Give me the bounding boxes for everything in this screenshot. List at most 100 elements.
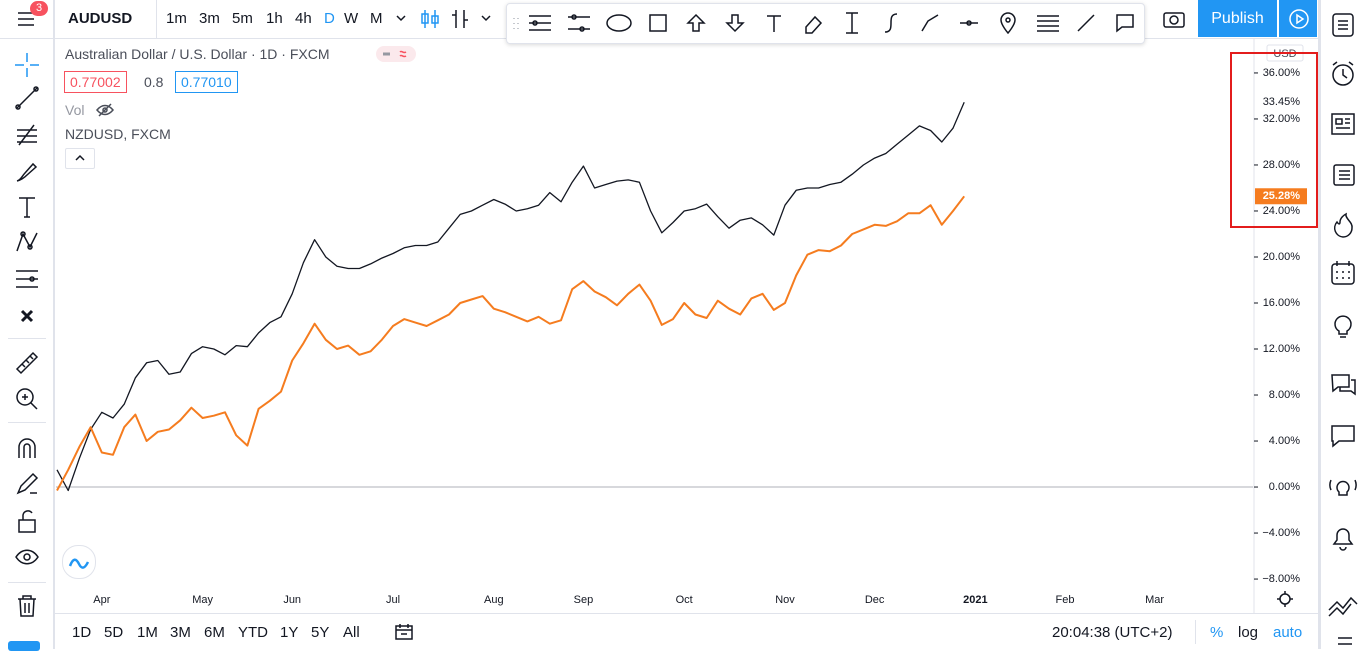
tool-icon[interactable] xyxy=(1035,12,1061,34)
x-tick-label: May xyxy=(192,594,213,606)
x-tick-label: Aug xyxy=(484,594,504,606)
list-icon[interactable] xyxy=(1329,160,1357,188)
play-button[interactable] xyxy=(1279,0,1317,37)
tool-icon[interactable] xyxy=(527,12,553,34)
range-button[interactable]: 1D xyxy=(72,624,92,641)
interval[interactable]: 1h xyxy=(266,10,283,27)
tool-icon[interactable] xyxy=(880,10,902,36)
divider xyxy=(8,422,46,423)
tool-icon[interactable] xyxy=(647,12,669,34)
drawing-toolbar xyxy=(506,3,1145,44)
tool-icon[interactable] xyxy=(763,12,785,34)
more-icon[interactable] xyxy=(1335,635,1355,649)
camera-icon[interactable] xyxy=(1162,8,1186,30)
y-tick-label: 32.00% xyxy=(1263,113,1301,125)
tool-icon[interactable] xyxy=(841,10,863,36)
tool-icon[interactable] xyxy=(1075,12,1097,34)
tool-icon[interactable] xyxy=(724,12,746,34)
interval[interactable]: 4h xyxy=(295,10,312,27)
tool-icon[interactable] xyxy=(919,12,941,34)
auto-toggle[interactable]: auto xyxy=(1273,624,1303,641)
hide-button[interactable] xyxy=(8,641,40,651)
clock[interactable]: 20:04:38 (UTC+2) xyxy=(1052,624,1173,641)
range-button[interactable]: YTD xyxy=(238,624,268,641)
drag-handle[interactable] xyxy=(513,16,519,32)
alert-icon[interactable] xyxy=(1329,60,1357,88)
range-button[interactable]: All xyxy=(343,624,360,641)
percent-toggle[interactable]: % xyxy=(1210,624,1224,641)
brush-icon[interactable] xyxy=(14,159,40,185)
range-button[interactable]: 1Y xyxy=(280,624,299,641)
chat-icon[interactable] xyxy=(1329,422,1357,450)
tool-icon[interactable] xyxy=(605,12,633,34)
log-toggle[interactable]: log xyxy=(1238,624,1259,641)
y-tick-label: −8.00% xyxy=(1262,573,1300,585)
tool-icon[interactable] xyxy=(997,10,1019,36)
trendline-icon[interactable] xyxy=(14,85,40,111)
highlight-box xyxy=(1230,52,1318,228)
dropdown-icon[interactable] xyxy=(480,12,492,24)
hotlist-icon[interactable] xyxy=(1329,212,1357,240)
pattern-icon[interactable] xyxy=(14,229,40,255)
interval[interactable]: M xyxy=(370,10,383,27)
compare-label: NZDUSD, FXCM xyxy=(65,126,171,142)
hidden-icon[interactable] xyxy=(95,102,115,118)
divider xyxy=(55,613,1318,614)
ruler-icon[interactable] xyxy=(14,350,40,376)
x-tick-label: Oct xyxy=(676,594,693,606)
play-icon xyxy=(1289,9,1309,29)
publish-button[interactable]: Publish xyxy=(1198,0,1277,37)
logo[interactable] xyxy=(62,545,96,579)
crosshair-icon[interactable] xyxy=(14,52,40,78)
trash-icon[interactable] xyxy=(14,593,40,619)
range-button[interactable]: 3M xyxy=(170,624,191,641)
tool-icon[interactable] xyxy=(1114,12,1136,34)
chats-icon[interactable] xyxy=(1329,372,1357,400)
lock-icon[interactable] xyxy=(14,508,40,534)
interval[interactable]: 3m xyxy=(199,10,220,27)
divider xyxy=(1318,0,1321,649)
interval[interactable]: 1m xyxy=(166,10,187,27)
ideas-icon[interactable] xyxy=(1329,311,1357,339)
zoom-icon[interactable] xyxy=(14,386,40,412)
lock-drawing-icon[interactable] xyxy=(14,471,40,497)
watchlist-icon[interactable] xyxy=(1329,11,1357,39)
price-label: 33.45% xyxy=(1263,96,1301,108)
legend-buttons[interactable] xyxy=(376,46,416,62)
eye-icon[interactable] xyxy=(14,544,40,570)
interval[interactable]: W xyxy=(344,10,359,27)
tool-icon[interactable] xyxy=(566,12,592,34)
range-button[interactable]: 5Y xyxy=(311,624,330,641)
collapse-button[interactable] xyxy=(65,148,95,169)
calendar-icon[interactable] xyxy=(1329,259,1357,287)
stream-icon[interactable] xyxy=(1327,472,1359,500)
notifications-icon[interactable] xyxy=(1329,524,1357,552)
candles-icon[interactable] xyxy=(420,8,440,30)
news-icon[interactable] xyxy=(1329,110,1357,138)
y-tick-label: 0.00% xyxy=(1269,481,1300,493)
tool-icon[interactable] xyxy=(958,12,980,34)
prediction-icon[interactable] xyxy=(14,266,40,292)
magnet-icon[interactable] xyxy=(14,435,40,461)
text-icon[interactable] xyxy=(14,194,40,220)
tool-icon[interactable] xyxy=(802,12,824,34)
range-button[interactable]: 6M xyxy=(204,624,225,641)
chart-icon[interactable] xyxy=(1327,590,1359,618)
x-tick-label: Sep xyxy=(574,594,594,606)
dropdown-icon[interactable] xyxy=(395,12,407,24)
fib-icon[interactable] xyxy=(14,122,40,148)
remove-icon[interactable] xyxy=(14,303,40,329)
range-button[interactable]: 1M xyxy=(137,624,158,641)
interval[interactable]: D xyxy=(324,10,335,27)
symbol[interactable]: AUDUSD xyxy=(68,10,133,27)
y-tick-label: 24.00% xyxy=(1263,205,1301,217)
y-tick-label: −4.00% xyxy=(1262,527,1300,539)
tool-icon[interactable] xyxy=(685,12,707,34)
interval[interactable]: 5m xyxy=(232,10,253,27)
goto-icon[interactable] xyxy=(394,623,414,641)
indicators-icon[interactable] xyxy=(450,8,470,30)
settings-icon[interactable] xyxy=(1277,591,1293,607)
range-button[interactable]: 5D xyxy=(104,624,124,641)
badge: 3 xyxy=(30,1,48,16)
